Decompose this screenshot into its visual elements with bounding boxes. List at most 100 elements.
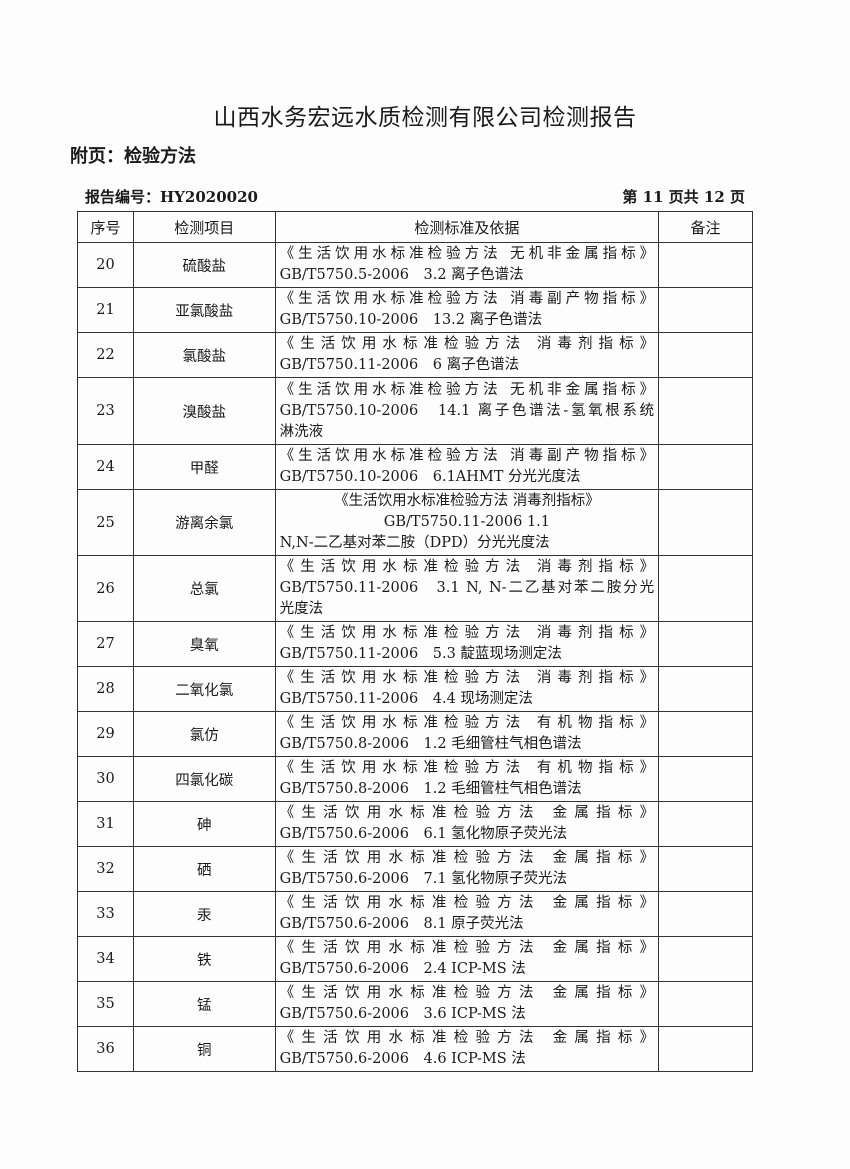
standard-line: 光度法 [279,601,324,617]
table-row: 32 硒《生活饮用水标准检验方法 金属指标》 GB/T5750.6-2006 7.1… [77,846,753,892]
row-number: 27 [77,621,134,667]
test-item: 铜 [132,1026,276,1072]
row-number: 25 [77,489,134,556]
header-item: 检测项目 [132,211,276,243]
standard-line: GB/T5750.6-2006 2.4 ICP-MS 法 [279,961,526,977]
standard-line: 《生活饮用水标准检验方法 消毒剂指标》 [334,493,600,509]
row-number: 23 [77,377,134,445]
note [658,332,753,378]
note [658,981,753,1027]
table-row: 30 四氯化碳 《生活饮用水标准检验方法 有机物指标》 GB/T5750.8-2006… [77,756,753,802]
standard-line: 《生活饮用水标准检验方法 金属指标》 [279,805,655,821]
standard-line: 《生活饮用水标准检验方法 消毒剂指标》 [279,559,655,575]
table-row: 33 汞《生活饮用水标准检验方法 金属指标》 GB/T5750.6-2006 8.1… [77,891,753,937]
table-row: 34 铁《生活饮用水标准检验方法 金属指标》 GB/T5750.6-2006 2.4… [77,936,753,982]
note [658,801,753,847]
table-row: 36 铜《生活饮用水标准检验方法 金属指标》 GB/T5750.6-2006 4.6… [77,1026,753,1072]
methods-table: 序号 检测项目 检测标准及依据 备注 20 硫酸盐 《生活饮用水标准检验方法 无机非… [77,211,753,1072]
row-number: 28 [77,666,134,712]
appendix-subtitle: 附页：检验方法 [70,146,196,167]
test-item: 总氯 [132,555,276,622]
standard-line: GB/T5750.6-2006 7.1 氢化物原子荧光法 [279,871,568,887]
standard-line: GB/T5750.6-2006 6.1 氢化物原子荧光法 [279,826,568,842]
test-standard: 《生活饮用水标准检验方法 金属指标》 GB/T5750.6-2006 3.6 IC… [274,981,660,1027]
header-no: 序号 [77,211,134,243]
standard-line: 《生活饮用水标准检验方法 无机非金属指标》 [279,246,655,262]
test-standard: 《生活饮用水标准检验方法 有机物指标》 GB/T5750.8-2006 1.2 毛… [274,756,660,802]
test-item: 硒 [132,846,276,892]
note [658,555,753,622]
test-item: 臭氧 [132,621,276,667]
note [658,891,753,937]
test-standard: 《生活饮用水标准检验方法 消毒剂指标》 GB/T5750.11-2006 6 离子… [274,332,660,378]
standard-line: 《生活饮用水标准检验方法 金属指标》 [279,940,655,956]
header-standard: 检测标准及依据 [274,211,660,243]
note [658,377,753,445]
test-standard: 《生活饮用水标准检验方法 金属指标》 GB/T5750.6-2006 8.1 原子… [274,891,660,937]
test-item: 溴酸盐 [132,377,276,445]
page-info: 第 11 页共 12 页 [622,188,745,206]
standard-line: 《生活饮用水标准检验方法 消毒副产物指标》 [279,448,655,464]
standard-line: GB/T5750.10-2006 6.1AHMT 分光光度法 [279,469,581,485]
row-number: 34 [77,936,134,982]
test-item: 四氯化碳 [132,756,276,802]
table-row: 20 硫酸盐 《生活饮用水标准检验方法 无机非金属指标》 GB/T5750.5-200… [77,242,753,288]
test-item: 铁 [132,936,276,982]
test-standard: 《生活饮用水标准检验方法 消毒副产物指标》 GB/T5750.10-2006 6.… [274,444,660,490]
test-item: 锰 [132,981,276,1027]
standard-line: 《生活饮用水标准检验方法 金属指标》 [279,985,655,1001]
row-number: 21 [77,287,134,333]
table-header: 序号 检测项目 检测标准及依据 备注 [77,211,753,243]
standard-line: GB/T5750.11-2006 4.4 现场测定法 [279,691,533,707]
standard-line: GB/T5750.11-2006 1.1 [383,514,551,530]
test-standard: 《生活饮用水标准检验方法 消毒剂指标》 GB/T5750.11-2006 5.3 … [274,621,660,667]
standard-line: 《生活饮用水标准检验方法 消毒剂指标》 [279,670,655,686]
standard-line: GB/T5750.6-2006 3.6 ICP-MS 法 [279,1006,526,1022]
row-number: 22 [77,332,134,378]
header-note: 备注 [658,211,753,243]
standard-line: GB/T5750.8-2006 1.2 毛细管柱气相色谱法 [279,781,582,797]
report-title: 山西水务宏远水质检测有限公司检测报告 [213,105,637,131]
standard-line: 淋洗液 [279,423,324,440]
report-number: 报告编号：HY2020020 [85,188,258,206]
standard-line: GB/T5750.11-2006 3.1 N, N-二乙基对苯二胺分光 [279,580,655,596]
row-number: 33 [77,891,134,937]
test-item: 二氧化氯 [132,666,276,712]
test-standard: 《生活饮用水标准检验方法 金属指标》 GB/T5750.6-2006 2.4 IC… [274,936,660,982]
standard-line: GB/T5750.11-2006 6 离子色谱法 [279,357,520,373]
standard-line: 《生活饮用水标准检验方法 金属指标》 [279,1030,655,1046]
standard-line: 《生活饮用水标准检验方法 消毒剂指标》 [279,625,655,641]
table-row: 22 氯酸盐 《生活饮用水标准检验方法 消毒剂指标》 GB/T5750.11-2006… [77,332,753,378]
note [658,489,753,556]
standard-line: 《生活饮用水标准检验方法 有机物指标》 [279,760,655,776]
table-row: 23 溴酸盐 《生活饮用水标准检验方法 无机非金属指标》 GB/T5750.10-20… [77,377,753,445]
table-row: 28 二氧化氯 《生活饮用水标准检验方法 消毒剂指标》 GB/T5750.11-200… [77,666,753,712]
note [658,756,753,802]
test-item: 游离余氯 [132,489,276,556]
standard-line: 《生活饮用水标准检验方法 金属指标》 [279,895,655,911]
row-number: 32 [77,846,134,892]
table-row: 27 臭氧 《生活饮用水标准检验方法 消毒剂指标》 GB/T5750.11-2006 … [77,621,753,667]
note [658,1026,753,1072]
row-number: 24 [77,444,134,490]
note [658,846,753,892]
table-row: 25 游离余氯 《生活饮用水标准检验方法 消毒剂指标》 GB/T5750.11-200… [77,489,753,556]
test-standard: 《生活饮用水标准检验方法 金属指标》 GB/T5750.6-2006 6.1 氢化… [274,801,660,847]
table-row: 24 甲醛 《生活饮用水标准检验方法 消毒副产物指标》 GB/T5750.10-200… [77,444,753,490]
note [658,711,753,757]
standard-line: 《生活饮用水标准检验方法 有机物指标》 [279,715,655,731]
table-row: 35 锰《生活饮用水标准检验方法 金属指标》 GB/T5750.6-2006 3.6… [77,981,753,1027]
test-item: 汞 [132,891,276,937]
standard-line: GB/T5750.8-2006 1.2 毛细管柱气相色谱法 [279,736,582,752]
note [658,242,753,288]
row-number: 35 [77,981,134,1027]
standard-line: GB/T5750.6-2006 4.6 ICP-MS 法 [279,1051,526,1067]
test-standard: 《生活饮用水标准检验方法 无机非金属指标》 GB/T5750.10-2006 14… [274,377,660,445]
table-row: 26 总氯 《生活饮用水标准检验方法 消毒剂指标》 GB/T5750.11-2006 … [77,555,753,622]
test-item: 甲醛 [132,444,276,490]
row-number: 30 [77,756,134,802]
test-item: 氯酸盐 [132,332,276,378]
test-standard: 《生活饮用水标准检验方法 消毒剂指标》 GB/T5750.11-2006 1.1 N… [274,489,660,556]
test-standard: 《生活饮用水标准检验方法 无机非金属指标》 GB/T5750.5-2006 3.2… [274,242,660,288]
